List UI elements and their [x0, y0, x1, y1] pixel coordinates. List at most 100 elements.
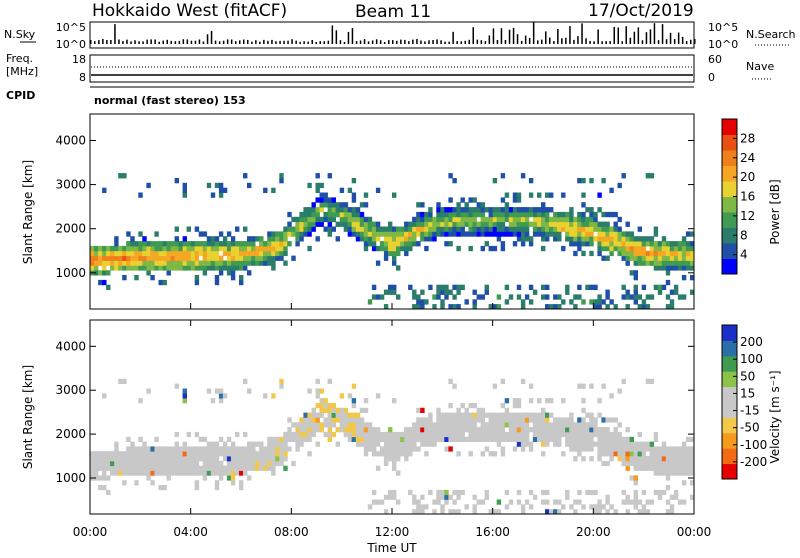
noise-bar: [150, 39, 152, 44]
power-cell: [287, 221, 292, 227]
power-cell: [170, 260, 175, 266]
power-cell: [182, 182, 187, 189]
velocity-cell: [299, 427, 304, 433]
velocity-cell: [609, 456, 614, 462]
velocity-cell: [202, 456, 208, 462]
velocity-cell: [685, 465, 691, 471]
velocity-cell: [585, 422, 590, 428]
power-cell: [460, 231, 465, 237]
power-cell: [307, 245, 312, 252]
noise-bar: [247, 39, 249, 44]
velocity-cell: [327, 427, 332, 433]
velocity-cell: [359, 431, 365, 438]
velocity-cell: [472, 412, 477, 418]
power-cell: [500, 245, 506, 252]
power-cell: [661, 241, 667, 247]
velocity-cell: [412, 427, 417, 433]
velocity-cell: [500, 436, 506, 442]
velocity-cell: [142, 456, 147, 462]
velocity-cell: [351, 422, 357, 428]
power-cell: [283, 250, 288, 257]
power-cell: [432, 216, 437, 223]
power-cell: [126, 250, 131, 257]
velocity-cell: [311, 417, 316, 423]
power-cell: [363, 236, 369, 242]
power-cell: [625, 245, 630, 252]
power-cell: [537, 211, 542, 218]
velocity-cell: [347, 422, 353, 428]
power-cell: [210, 245, 216, 252]
power-cell: [625, 294, 630, 300]
velocity-cell: [569, 417, 574, 423]
power-cell: [303, 221, 308, 227]
power-cell: [94, 255, 99, 261]
power-cell: [206, 245, 212, 252]
noise-bar: [146, 39, 148, 44]
power-cell: [122, 260, 127, 266]
power-cell: [500, 226, 506, 232]
velocity-cell: [456, 509, 461, 515]
power-cell: [605, 304, 610, 310]
velocity-cell: [239, 446, 244, 452]
velocity-cell: [681, 460, 687, 467]
velocity-cell: [665, 456, 671, 462]
power-cell: [198, 245, 204, 252]
power-cell: [251, 241, 256, 247]
velocity-cell: [182, 470, 187, 476]
power-cell: [247, 245, 252, 252]
velocity-cell: [649, 456, 655, 462]
velocity-cell: [589, 489, 594, 496]
power-cell: [383, 236, 389, 242]
velocity-cell: [561, 451, 566, 457]
noise-bar: [694, 39, 696, 44]
velocity-cell: [383, 436, 389, 442]
noise-bar: [597, 29, 599, 44]
velocity-cell: [339, 393, 345, 399]
velocity-cell: [432, 431, 437, 438]
noise-bar: [303, 41, 305, 44]
power-cell: [375, 294, 381, 300]
velocity-cell: [371, 499, 377, 505]
power-cell: [367, 241, 373, 247]
velocity-cell: [275, 451, 280, 457]
power-cell: [456, 211, 461, 218]
velocity-cell: [416, 417, 421, 423]
velocity-cell: [492, 412, 498, 418]
power-cell: [452, 284, 457, 290]
velocity-cell: [130, 460, 135, 467]
velocity-cell: [472, 436, 477, 442]
power-cell: [375, 187, 381, 193]
power-cell: [355, 211, 361, 218]
power-cell: [98, 260, 103, 266]
power-cell: [416, 241, 421, 247]
power-cell: [359, 202, 365, 208]
noise-bar: [295, 40, 297, 44]
power-cell: [577, 226, 582, 232]
power-cell: [295, 221, 300, 227]
power-cell: [508, 226, 514, 232]
velocity-cell: [593, 431, 598, 438]
velocity-cell: [633, 480, 638, 486]
power-cell: [665, 241, 671, 247]
power-cell: [512, 241, 518, 247]
power-cell: [230, 250, 236, 257]
velocity-cell: [130, 456, 135, 462]
power-cell: [283, 231, 288, 237]
power-cell: [343, 221, 349, 227]
velocity-cell: [255, 451, 260, 457]
power-colorbar-swatch: [722, 258, 737, 275]
velocity-cell: [625, 427, 630, 433]
power-cell: [412, 231, 417, 237]
power-cell: [134, 245, 139, 252]
power-cell: [432, 221, 437, 227]
velocity-cell: [400, 441, 405, 447]
power-cell: [645, 304, 651, 310]
velocity-cell: [198, 446, 204, 452]
noise-bar: [122, 41, 124, 44]
power-cell: [166, 245, 171, 252]
power-cell: [452, 211, 457, 218]
power-cell: [512, 197, 518, 203]
velocity-cell: [512, 398, 518, 404]
power-cell: [379, 294, 385, 300]
